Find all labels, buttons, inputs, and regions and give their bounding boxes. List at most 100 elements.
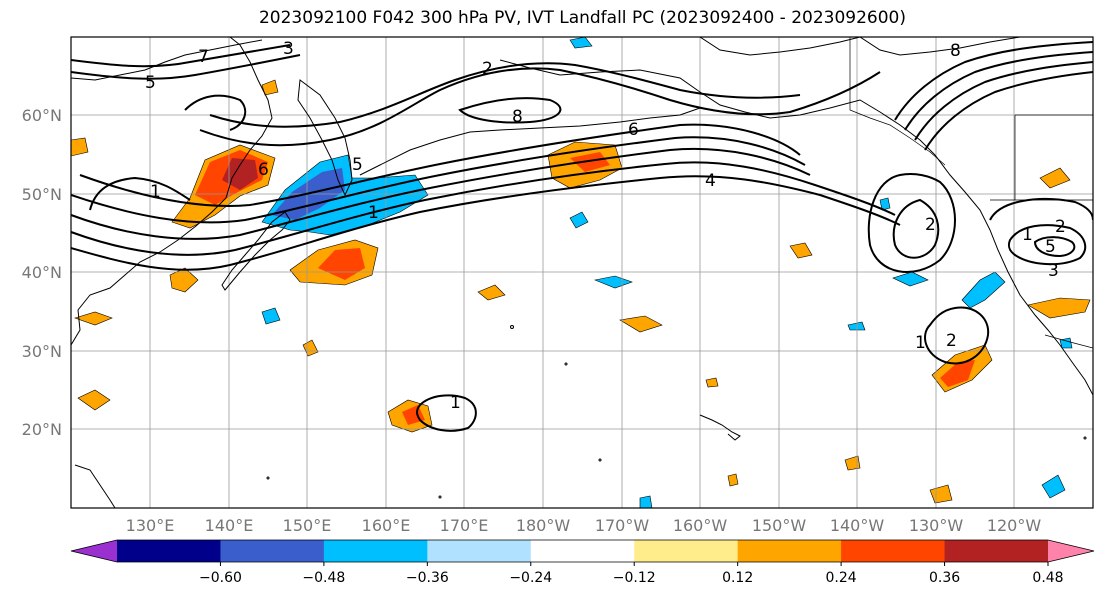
coastline-alaska bbox=[499, 59, 1093, 396]
pv-contour-jet-2 bbox=[71, 161, 896, 256]
map-panel bbox=[71, 37, 1093, 508]
lon-tick-label: 120°W bbox=[987, 516, 1042, 535]
positive-anomaly-small-8 bbox=[1039, 167, 1071, 189]
pv-contour-jet-1 bbox=[71, 175, 901, 271]
lon-tick-label: 180°W bbox=[516, 516, 571, 535]
lat-tick-label: 30°N bbox=[22, 342, 62, 361]
positive-anomaly-small-5 bbox=[619, 315, 663, 333]
coastline-kamchatka bbox=[297, 79, 353, 197]
contour-label: 6 bbox=[628, 120, 639, 140]
pv-contour-sw-low-2 bbox=[1033, 236, 1076, 258]
positive-anomaly-small-9 bbox=[929, 484, 953, 504]
pv-contour-west-2 bbox=[184, 94, 247, 131]
lon-tick-label: 170°W bbox=[595, 516, 650, 535]
positive-anomaly-california-core bbox=[940, 360, 975, 387]
contour-label: 7 bbox=[198, 47, 209, 67]
contour-label: 5 bbox=[145, 73, 156, 93]
positive-anomaly-small-2 bbox=[74, 311, 113, 326]
colorbar-swatch bbox=[634, 540, 739, 562]
islands bbox=[266, 325, 1087, 499]
pv-contours bbox=[71, 41, 1093, 432]
positive-anomaly-small-3 bbox=[77, 389, 111, 411]
colorbar-swatch bbox=[117, 540, 221, 562]
colorbar-swatch bbox=[323, 540, 428, 562]
lon-tick-label: 140°E bbox=[205, 516, 254, 535]
borders bbox=[849, 37, 1093, 349]
colorbar-tick-label: 0.24 bbox=[826, 570, 857, 586]
island-hawaii bbox=[699, 414, 741, 441]
lat-tick-label: 60°N bbox=[22, 106, 62, 125]
pv-contour-ne-pac-1 bbox=[894, 41, 1093, 121]
colorbar-extend-low bbox=[71, 540, 117, 562]
colorbar-swatch bbox=[220, 540, 325, 562]
border-alaska-canada bbox=[849, 37, 946, 166]
coastline-canada-islands bbox=[859, 37, 1021, 56]
colorbar-swatch bbox=[944, 540, 1049, 562]
map-border bbox=[70, 36, 1094, 509]
contour-labels: 8 6 5 1 1 2 3 4 5 6 7 8 1 2 3 5 2 1 2 1 bbox=[145, 39, 1066, 413]
colorbar: −0.60 −0.48 −0.36 −0.24 −0.12 0.12 0.24 0.36 0.4… bbox=[70, 539, 1095, 586]
pv-contour-jet-3 bbox=[71, 147, 811, 240]
colorbar-outline bbox=[70, 539, 1095, 563]
pv-contour-jet-4 bbox=[71, 136, 806, 224]
colorbar-swatch bbox=[530, 540, 635, 562]
coastline-aleutians bbox=[359, 107, 701, 176]
colorbar-swatch bbox=[737, 540, 842, 562]
colorbar-tick-label: −0.36 bbox=[406, 570, 449, 586]
colorbar-tick-label: −0.24 bbox=[509, 570, 552, 586]
lon-tick-label: 130°E bbox=[126, 516, 175, 535]
colorbar-tick-label: −0.12 bbox=[613, 570, 656, 586]
positive-anomaly-small-14 bbox=[705, 377, 719, 388]
lat-tick-label: 50°N bbox=[22, 185, 62, 204]
negative-anomaly-small-3 bbox=[569, 37, 593, 49]
lon-tick-label: 150°W bbox=[752, 516, 807, 535]
contour-label: 1 bbox=[450, 393, 461, 413]
colorbar-swatch bbox=[427, 540, 532, 562]
island-dot-5 bbox=[266, 476, 270, 480]
contour-label: 1 bbox=[150, 182, 161, 202]
contour-label: 8 bbox=[950, 41, 961, 61]
pv-contour-sw-low-3 bbox=[989, 198, 1093, 221]
pv-contour-north-2 bbox=[209, 62, 801, 128]
colorbar-tick-label: 0.48 bbox=[1032, 570, 1063, 586]
pv-contour-sw-low-1 bbox=[1007, 224, 1087, 266]
contour-label: 8 bbox=[512, 107, 523, 127]
colorbar-tick-label: −0.48 bbox=[302, 570, 345, 586]
pv-contour-subtropic bbox=[416, 394, 477, 432]
lon-tick-label: 160°E bbox=[362, 516, 411, 535]
pv-contour-cutoff bbox=[892, 198, 940, 259]
contour-label: 1 bbox=[915, 333, 926, 353]
pv-contour-jet-5 bbox=[79, 123, 801, 207]
colorbar-tick-label: −0.60 bbox=[199, 570, 242, 586]
pv-contour-north-1 bbox=[199, 67, 881, 147]
border-us-mexico bbox=[1044, 334, 1093, 349]
contour-label: 4 bbox=[705, 171, 716, 191]
island-dot-2 bbox=[564, 362, 568, 366]
contour-label: 1 bbox=[368, 203, 379, 223]
island-dot-3 bbox=[438, 495, 442, 499]
border-canada-internal bbox=[1014, 114, 1093, 200]
gridlines bbox=[71, 37, 1093, 508]
negative-anomaly-small-6 bbox=[1041, 474, 1066, 499]
lon-tick-label: 140°W bbox=[830, 516, 885, 535]
positive-anomaly-small-4 bbox=[477, 284, 506, 301]
lon-tick-label: 130°W bbox=[909, 516, 964, 535]
coastline-philippines bbox=[74, 464, 116, 508]
island-dot-6 bbox=[598, 458, 602, 462]
contour-label: 2 bbox=[946, 331, 957, 351]
contour-label: 3 bbox=[283, 39, 294, 59]
pv-contour-north-3 bbox=[458, 97, 562, 124]
lon-tick-label: 170°E bbox=[440, 516, 489, 535]
negative-anomaly-small-1 bbox=[593, 275, 633, 289]
pv-contour-cutoff-outer bbox=[867, 172, 956, 273]
pv-contour-west-1 bbox=[89, 176, 191, 211]
contour-label: 1 bbox=[1022, 225, 1033, 245]
colorbar-extend-high bbox=[1048, 540, 1094, 562]
colorbar-swatch bbox=[841, 540, 946, 562]
lat-tick-label: 40°N bbox=[22, 263, 62, 282]
contour-label: 2 bbox=[925, 215, 936, 235]
negative-anomaly-small-10 bbox=[1059, 337, 1073, 349]
positive-anomaly-small-15 bbox=[71, 137, 89, 157]
coastline-alaska-north bbox=[699, 37, 861, 56]
